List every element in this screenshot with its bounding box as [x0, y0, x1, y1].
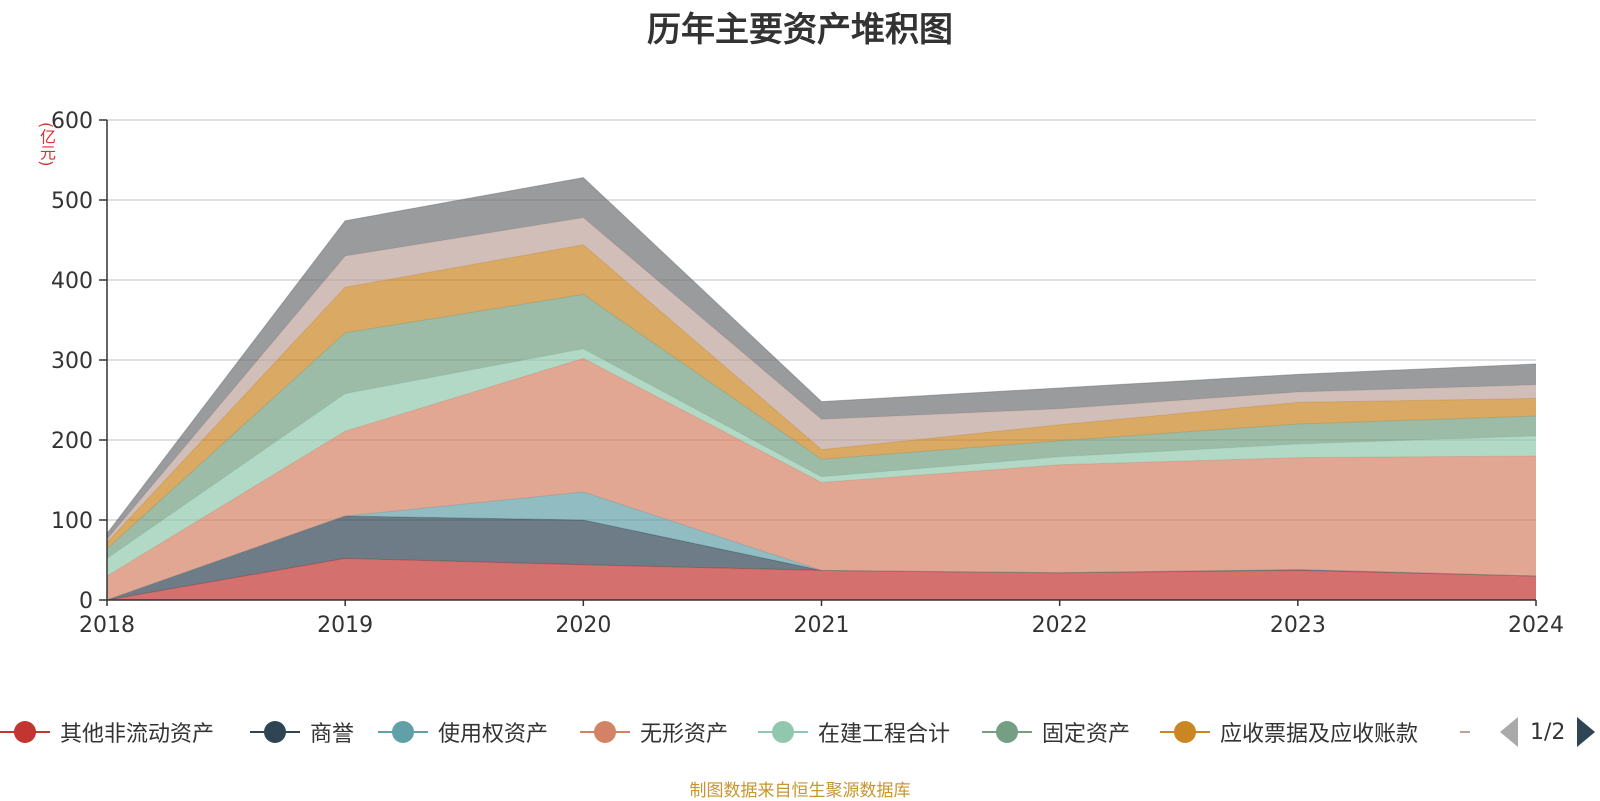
area-series — [107, 358, 1536, 600]
legend-label: 应收票据及应收账款 — [1220, 722, 1419, 747]
legend-item[interactable]: 其他非流动资产 — [0, 712, 214, 752]
chart-legend: 其他非流动资产 商誉 使用权资产 无形资产 在建工程合计 固定资产 应收票据及应收账款 — [0, 712, 1600, 752]
x-tick-label: 2023 — [1270, 613, 1326, 638]
area-series — [107, 516, 1536, 600]
legend-item[interactable] — [1460, 712, 1470, 752]
legend-item[interactable]: 固定资产 — [982, 712, 1130, 752]
y-axis-unit: (亿元) — [37, 122, 56, 167]
legend-label: 商誉 — [310, 722, 355, 747]
area-series — [107, 558, 1536, 600]
x-tick-label: 2024 — [1508, 613, 1564, 638]
legend-marker-icon — [1160, 712, 1210, 752]
legend-page-indicator: 1/2 — [1530, 719, 1566, 745]
legend-label: 在建工程合计 — [818, 722, 951, 747]
legend-marker-icon — [250, 712, 300, 752]
legend-marker-icon — [1460, 712, 1470, 752]
legend-marker-icon — [580, 712, 630, 752]
legend-item[interactable]: 使用权资产 — [378, 712, 548, 752]
legend-item[interactable]: 商誉 — [250, 712, 354, 752]
legend-marker-icon — [0, 712, 50, 752]
legend-pager: 1/2 — [1500, 712, 1596, 752]
data-source-note: 制图数据来自恒生聚源数据库 — [689, 781, 911, 801]
legend-label: 其他非流动资产 — [60, 722, 215, 747]
x-tick-label: 2018 — [79, 613, 135, 638]
y-tick-label: 500 — [51, 189, 93, 214]
y-tick-label: 0 — [79, 589, 93, 614]
y-tick-label: 400 — [51, 269, 93, 294]
x-tick-label: 2021 — [794, 613, 850, 638]
legend-item[interactable]: 应收票据及应收账款 — [1160, 712, 1418, 752]
legend-marker-icon — [758, 712, 808, 752]
x-tick-label: 2019 — [317, 613, 373, 638]
x-tick-label: 2022 — [1032, 613, 1088, 638]
legend-label: 无形资产 — [640, 722, 729, 747]
y-tick-label: 100 — [51, 509, 93, 534]
area-series-line — [106, 177, 1537, 534]
y-tick-label: 300 — [51, 349, 93, 374]
stacked-area-chart: 0 100 200 300 400 500 600 2018 2019 2020 2021 2022 2… — [51, 109, 1564, 638]
legend-label: 使用权资产 — [438, 722, 549, 747]
chart-title: 历年主要资产堆积图 — [647, 10, 953, 50]
legend-item[interactable]: 无形资产 — [580, 712, 728, 752]
x-tick-label: 2020 — [555, 613, 611, 638]
legend-label: 固定资产 — [1042, 722, 1131, 747]
legend-prev-page-button[interactable] — [1500, 717, 1518, 747]
legend-marker-icon — [378, 712, 428, 752]
legend-marker-icon — [982, 712, 1032, 752]
legend-item[interactable]: 在建工程合计 — [758, 712, 950, 752]
area-series — [107, 294, 1536, 559]
legend-next-page-button[interactable] — [1577, 717, 1596, 747]
y-tick-label: 600 — [51, 109, 93, 134]
y-tick-label: 200 — [51, 429, 93, 454]
